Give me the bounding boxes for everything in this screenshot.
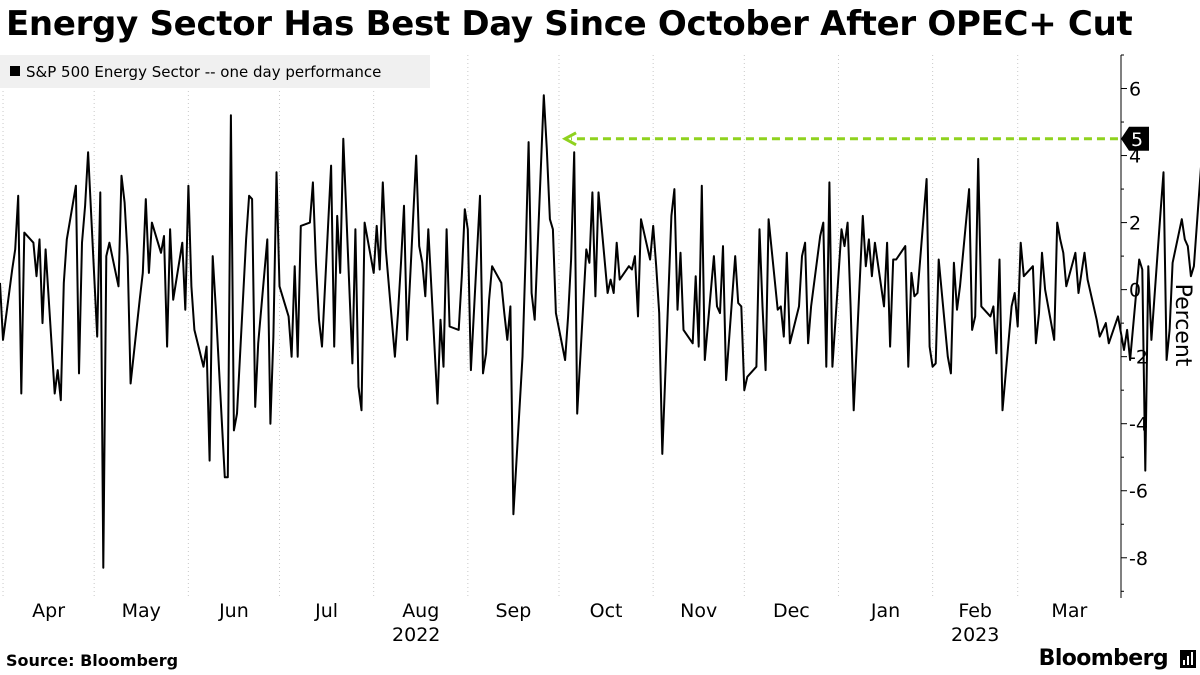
legend-background — [0, 55, 430, 88]
y-tick-label: -4 — [1129, 414, 1148, 436]
series-layer — [0, 94, 1200, 569]
x-tick-label: Sep — [496, 600, 532, 622]
x-tick-label: Feb — [958, 600, 992, 622]
annotation-layer — [561, 131, 1118, 147]
y-axis-ticks: 6 4 2 0 -2 -4 -6 -8 — [1121, 54, 1148, 592]
y-tick-label: -8 — [1129, 548, 1148, 570]
y-tick-label: -6 — [1129, 481, 1148, 503]
last-value-tag — [1121, 126, 1149, 151]
last-value-badge: 5 — [1121, 126, 1149, 151]
last-value-label: 5 — [1131, 129, 1143, 151]
x-tick-label: Oct — [590, 600, 623, 622]
x-axis-labels: Apr May Jun Jul Aug Sep Oct Nov Dec Jan Feb Mar 2022… — [32, 600, 1087, 646]
x-tick-label: Dec — [773, 600, 810, 622]
x-tick-label: Nov — [680, 600, 717, 622]
x-tick-label: May — [122, 600, 161, 622]
x-year-label: 2022 — [392, 624, 440, 646]
y-tick-label: -2 — [1129, 347, 1148, 369]
gridlines — [2, 55, 1019, 598]
source-note: Source: Bloomberg — [6, 651, 179, 670]
brand-logo: Bloomberg — [1038, 646, 1169, 671]
y-tick-label: 4 — [1129, 146, 1141, 168]
x-tick-label: Jan — [870, 600, 900, 622]
legend-label: S&P 500 Energy Sector -- one day perform… — [26, 63, 381, 81]
legend: S&P 500 Energy Sector -- one day perform… — [0, 55, 430, 88]
x-tick-label: Jun — [218, 600, 249, 622]
x-year-label: 2023 — [951, 624, 999, 646]
bloomberg-terminal-icon — [1180, 650, 1196, 668]
y-tick-label: 6 — [1129, 79, 1141, 101]
x-tick-label: Aug — [402, 600, 439, 622]
series-line — [0, 94, 1200, 569]
x-tick-label: Jul — [314, 600, 338, 622]
x-tick-label: Mar — [1051, 600, 1087, 622]
y-tick-label: 0 — [1129, 280, 1141, 302]
annotation-arrow-head — [561, 131, 577, 147]
x-tick-label: Apr — [32, 600, 65, 622]
chart-title: Energy Sector Has Best Day Since October… — [6, 4, 1133, 44]
legend-swatch — [10, 66, 20, 76]
y-axis-label: Percent — [1170, 284, 1195, 367]
y-tick-label: 2 — [1129, 213, 1141, 235]
